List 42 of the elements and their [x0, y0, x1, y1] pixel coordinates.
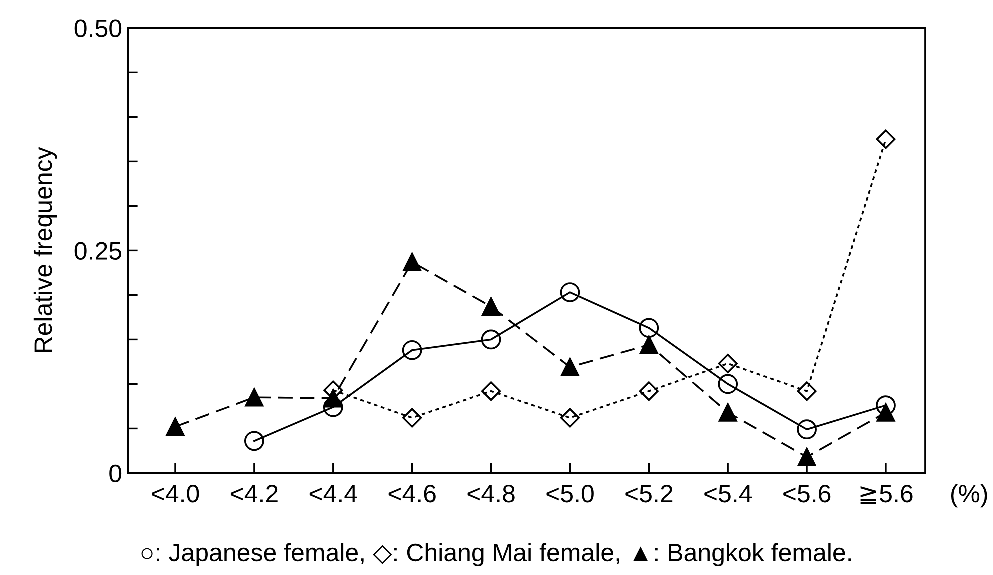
- point: [245, 388, 264, 407]
- point: [481, 330, 502, 350]
- point: [560, 282, 580, 302]
- point: [402, 340, 422, 360]
- point: [718, 403, 738, 422]
- point: [876, 403, 896, 422]
- point: [402, 408, 422, 428]
- x-tick-label: <4.0: [152, 484, 200, 503]
- point: [482, 382, 502, 402]
- x-tick-label: <5.4: [704, 485, 752, 503]
- y-tick-label: 0.50: [74, 20, 122, 38]
- x-tick-label: <4.2: [230, 484, 278, 502]
- x-tick-label: <4.4: [310, 485, 358, 502]
- point: [876, 130, 896, 150]
- x-tick-label: <4.8: [468, 484, 515, 503]
- x-axis-title: (%): [951, 484, 988, 508]
- text: ○: Japanese female, ◇: Chiang Mai female, ▲: Bangkok female.: [142, 543, 852, 567]
- point: [797, 420, 817, 440]
- y-tick-label: 0: [110, 464, 122, 483]
- point: [560, 358, 580, 377]
- point: [640, 336, 658, 354]
- point: [798, 448, 816, 466]
- point: [166, 418, 185, 436]
- point: [718, 354, 738, 374]
- point: [324, 389, 343, 408]
- point: [482, 298, 500, 316]
- x-tick-label: <4.6: [388, 484, 436, 503]
- point: [876, 396, 896, 416]
- y-axis-title: Relative frequency: [34, 147, 58, 352]
- y-tick-label: 0.25: [74, 242, 122, 260]
- x-tick-label: <5.2: [626, 484, 673, 503]
- x-tick-label: ≧5.6: [860, 484, 913, 505]
- x-tick-label: <5.0: [546, 484, 594, 503]
- point: [639, 382, 659, 402]
- point: [639, 318, 660, 338]
- point: [718, 374, 738, 394]
- point: [244, 431, 264, 452]
- point: [323, 397, 344, 418]
- point: [403, 253, 422, 272]
- x-tick-label: <5.6: [784, 484, 831, 503]
- point: [797, 382, 817, 402]
- point: [560, 408, 580, 428]
